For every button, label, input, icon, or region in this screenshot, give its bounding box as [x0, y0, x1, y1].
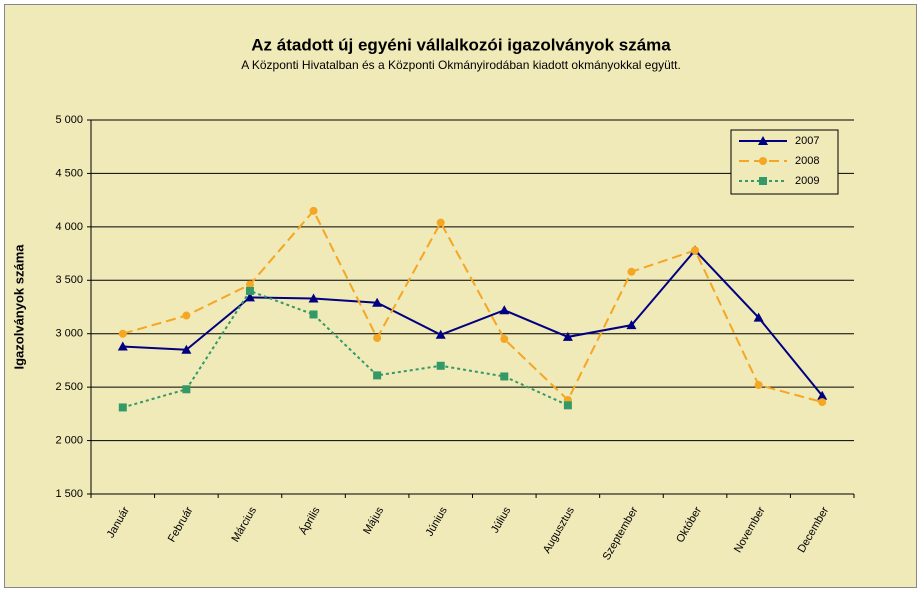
chart-background: [4, 4, 917, 588]
marker: [753, 312, 764, 322]
marker: [627, 267, 636, 276]
marker: [182, 311, 191, 320]
y-tick-label: 2 500: [55, 381, 83, 393]
marker: [562, 331, 573, 341]
series-line: [122, 289, 569, 409]
marker: [245, 280, 254, 289]
marker: [759, 177, 767, 185]
chart-subtitle: A Központi Hivatalban és a Központi Okmá…: [241, 58, 681, 72]
marker: [436, 218, 445, 227]
marker: [244, 292, 255, 302]
marker: [499, 305, 510, 315]
marker: [435, 329, 446, 339]
legend-label: 2009: [795, 175, 819, 187]
y-tick-label: 2 000: [55, 434, 83, 446]
y-tick-label: 5 000: [55, 114, 83, 126]
marker: [500, 372, 509, 381]
marker: [626, 320, 637, 330]
y-tick-label: 4 000: [55, 221, 83, 233]
marker: [373, 333, 382, 342]
marker: [182, 385, 191, 394]
marker: [309, 310, 318, 319]
legend-label: 2007: [795, 135, 819, 147]
legend: 2007 2008 2009: [730, 129, 839, 195]
y-tick-label: 1 500: [55, 488, 83, 500]
marker: [758, 136, 768, 145]
marker: [817, 390, 828, 400]
marker: [754, 381, 763, 390]
marker: [308, 293, 319, 303]
marker: [245, 286, 254, 295]
chart-title: Az átadott új egyéni vállalkozói igazolv…: [251, 35, 671, 54]
marker: [436, 361, 445, 370]
marker: [691, 246, 700, 255]
marker: [500, 335, 509, 344]
legend-label: 2008: [795, 155, 819, 167]
y-tick-label: 4 500: [55, 167, 83, 179]
marker: [118, 329, 127, 338]
marker: [181, 344, 192, 354]
marker: [563, 401, 572, 410]
marker: [118, 403, 127, 412]
marker: [117, 341, 128, 351]
marker: [372, 297, 383, 307]
y-axis-label: Igazolványok száma: [11, 244, 26, 370]
y-tick-label: 3 000: [55, 328, 83, 340]
series-line: [122, 209, 823, 404]
marker: [759, 157, 767, 165]
marker: [818, 398, 827, 407]
marker: [373, 371, 382, 380]
y-tick-label: 3 500: [55, 274, 83, 286]
marker: [309, 206, 318, 215]
